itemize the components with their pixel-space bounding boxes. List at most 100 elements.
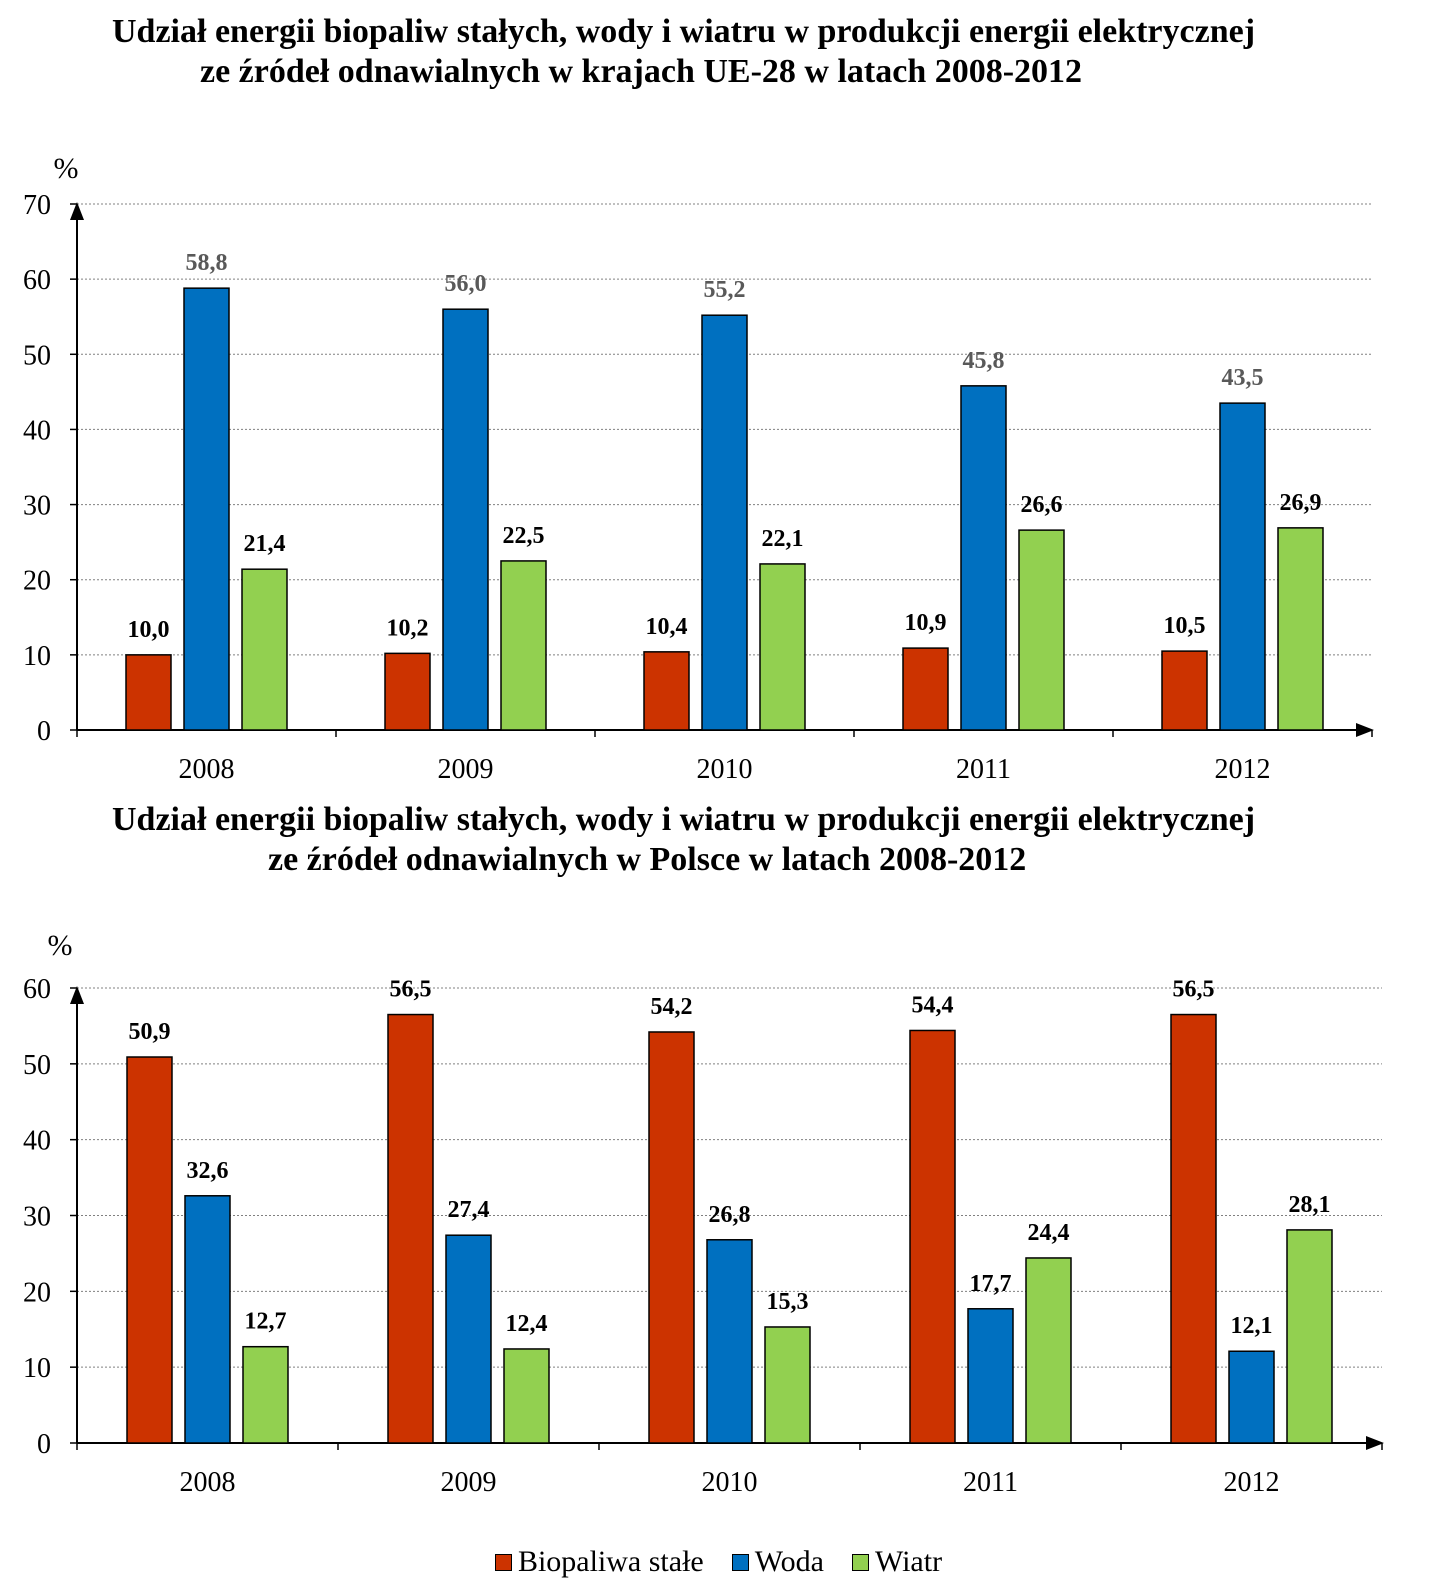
bar	[643, 651, 690, 731]
y-tick-label: 20	[23, 566, 51, 597]
x-tick-label: 2011	[963, 1467, 1018, 1498]
bar	[503, 1348, 550, 1444]
bar	[500, 560, 547, 731]
bar	[1228, 1350, 1275, 1444]
data-label: 32,6	[187, 1158, 229, 1184]
y-axis-label: %	[48, 929, 73, 962]
bar	[701, 314, 748, 731]
legend: Biopaliwa stałe Woda Wiatr	[0, 1544, 1437, 1580]
bar	[442, 308, 489, 731]
y-axis-label: %	[54, 152, 79, 185]
legend-label-biopaliwa: Biopaliwa stałe	[517, 1545, 704, 1578]
data-label: 10,2	[387, 615, 429, 641]
bar	[1277, 527, 1324, 731]
bar	[1025, 1257, 1072, 1444]
bar	[1286, 1229, 1333, 1444]
data-label: 43,5	[1222, 365, 1264, 391]
chart-plot: 0 10 20 30 40 50 60% 2008 50,9 32,6 12,7 2009 56,5 27…	[23, 929, 1384, 1498]
x-tick-label: 2009	[441, 1467, 497, 1498]
bar	[1018, 529, 1065, 731]
bar	[960, 385, 1007, 731]
chart-title-line-1: Udział energii biopaliw stałych, wody i …	[112, 801, 1256, 838]
legend-item-wiatr: Wiatr	[851, 1545, 943, 1579]
bar	[967, 1308, 1014, 1444]
data-label: 27,4	[448, 1197, 490, 1223]
bar	[648, 1031, 695, 1444]
y-tick-label: 60	[23, 265, 51, 296]
y-tick-label: 70	[23, 190, 51, 221]
bar	[242, 1345, 289, 1444]
bar	[1170, 1013, 1217, 1444]
legend-swatch-biopaliwa	[494, 1553, 512, 1571]
bar	[759, 563, 806, 731]
data-label: 54,2	[651, 994, 693, 1020]
bar	[902, 647, 949, 731]
bar	[183, 287, 230, 731]
x-tick-label: 2011	[956, 754, 1011, 785]
data-label: 24,4	[1028, 1220, 1070, 1246]
data-label: 26,9	[1280, 490, 1322, 516]
x-axis-arrow	[1366, 1436, 1384, 1450]
data-label: 10,0	[128, 617, 170, 643]
y-axis-arrow	[70, 202, 84, 220]
data-label: 26,6	[1021, 492, 1063, 518]
legend-label-wiatr: Wiatr	[874, 1545, 943, 1578]
y-tick-label: 50	[23, 1050, 51, 1081]
x-tick-label: 2010	[702, 1467, 758, 1498]
data-label: 56,5	[1173, 977, 1215, 1003]
y-axis-arrow	[70, 986, 84, 1004]
chart-ue28: Udział energii biopaliw stałych, wody i …	[0, 12, 1437, 785]
bar	[706, 1239, 753, 1444]
data-label: 10,5	[1164, 613, 1206, 639]
chart-title-line-2: ze źródeł odnawialnych w Polsce w latach…	[268, 841, 1027, 878]
data-label: 12,1	[1231, 1313, 1273, 1339]
data-label: 22,5	[503, 523, 545, 549]
data-label: 28,1	[1289, 1192, 1331, 1218]
x-tick-label: 2012	[1215, 754, 1271, 785]
legend-label-woda: Woda	[754, 1545, 824, 1578]
data-label: 10,4	[646, 614, 688, 640]
data-label: 56,5	[390, 977, 432, 1003]
data-label: 22,1	[762, 526, 804, 552]
x-tick-label: 2010	[697, 754, 753, 785]
y-tick-label: 0	[37, 716, 51, 747]
legend-item-woda: Woda	[731, 1545, 824, 1579]
y-tick-label: 60	[23, 974, 51, 1005]
y-tick-label: 20	[23, 1277, 51, 1308]
y-tick-label: 10	[23, 641, 51, 672]
bar	[126, 1056, 173, 1444]
chart-title-line-1: Udział energii biopaliw stałych, wody i …	[112, 13, 1256, 50]
legend-item-biopaliwa: Biopaliwa stałe	[494, 1545, 704, 1579]
x-axis-arrow	[1356, 723, 1374, 737]
bar	[125, 654, 172, 731]
bar	[241, 568, 288, 731]
chart-title: Udział energii biopaliw stałych, wody i …	[0, 12, 1437, 92]
data-label: 50,9	[129, 1019, 171, 1045]
bar	[909, 1029, 956, 1444]
x-tick-label: 2008	[180, 1467, 236, 1498]
y-tick-label: 50	[23, 340, 51, 371]
bar	[445, 1234, 492, 1444]
data-label: 15,3	[767, 1289, 809, 1315]
data-label: 54,4	[912, 992, 954, 1018]
data-label: 17,7	[970, 1271, 1012, 1297]
data-label: 21,4	[244, 531, 286, 557]
bar	[1161, 650, 1208, 731]
data-label: 58,8	[186, 250, 228, 276]
data-label: 26,8	[709, 1202, 751, 1228]
data-label: 45,8	[963, 348, 1005, 374]
data-label: 10,9	[905, 610, 947, 636]
y-tick-label: 40	[23, 415, 51, 446]
y-tick-label: 40	[23, 1126, 51, 1157]
chart-title: Udział energii biopaliw stałych, wody i …	[0, 800, 1437, 880]
y-tick-label: 30	[23, 1202, 51, 1233]
y-tick-label: 0	[37, 1429, 51, 1460]
y-tick-label: 30	[23, 491, 51, 522]
bar	[764, 1326, 811, 1444]
x-tick-label: 2012	[1224, 1467, 1280, 1498]
bar	[387, 1013, 434, 1444]
data-label: 55,2	[704, 277, 746, 303]
x-tick-label: 2009	[438, 754, 494, 785]
bar	[184, 1195, 231, 1444]
data-label: 12,4	[506, 1311, 548, 1337]
